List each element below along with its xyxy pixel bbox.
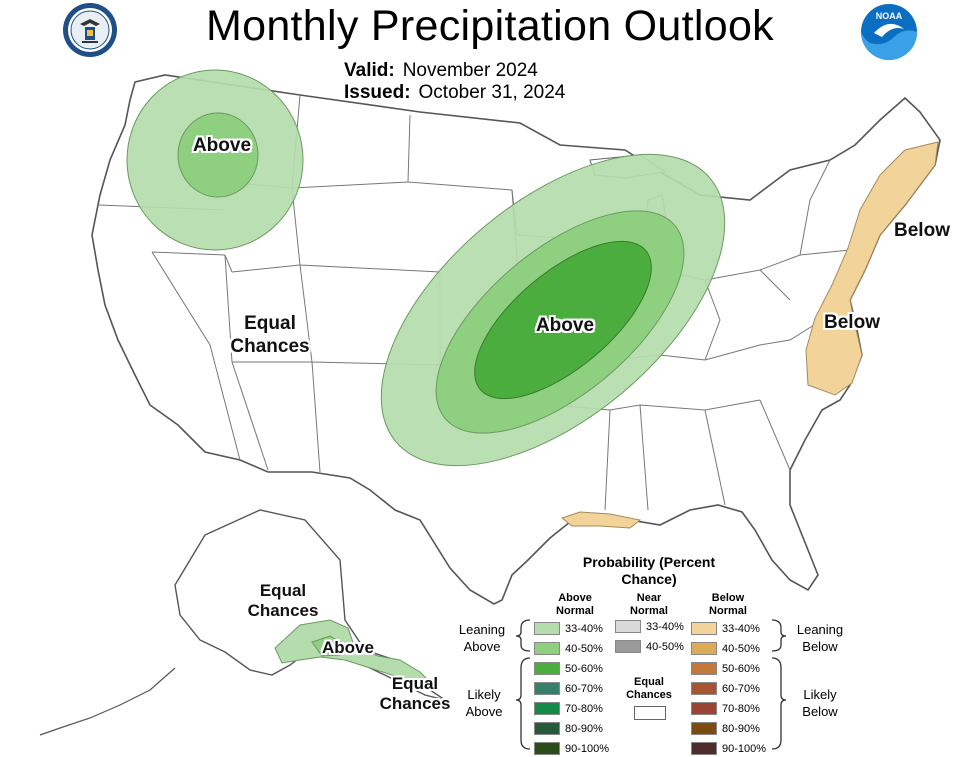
- legend-col-near: Near Normal: [630, 592, 668, 617]
- legend-above-swatch: [534, 702, 560, 715]
- legend-equal-swatch: [634, 706, 666, 720]
- label-central-above: Above: [535, 315, 595, 336]
- legend-near-swatch: [615, 640, 641, 653]
- legend-above-item: 33-40%: [534, 621, 603, 636]
- noaa-logo-icon: NOAA: [861, 4, 917, 60]
- legend-col-below: Below Normal: [709, 592, 747, 617]
- valid-value: November 2024: [402, 60, 538, 81]
- issued-line: Issued: October 31, 2024: [344, 82, 565, 104]
- legend-above-swatch: [534, 722, 560, 735]
- legend-title: Probability (Percent Chance): [582, 554, 716, 587]
- legend-below-label: 33-40%: [722, 622, 760, 635]
- legend-leaning-below: Leaning Below: [796, 622, 844, 654]
- legend-below-item: 60-70%: [691, 681, 760, 696]
- legend-below-item: 50-60%: [691, 661, 760, 676]
- legend-leaning-above: Leaning Above: [458, 622, 506, 654]
- legend-below-item: 70-80%: [691, 701, 760, 716]
- svg-text:NOAA: NOAA: [876, 11, 903, 21]
- label-alaska-equal-chances: Equal Chances: [247, 581, 319, 620]
- legend-above-label: 50-60%: [565, 662, 603, 675]
- legend-below-label: 90-100%: [722, 742, 767, 755]
- label-alaska-above: Above: [322, 638, 374, 657]
- nw-above-40-50: [177, 112, 259, 198]
- label-alaska-east-equal-chances: Equal Chances: [379, 674, 451, 713]
- legend-equal-chances: Equal Chances: [626, 676, 672, 701]
- legend-above-label: 70-80%: [565, 702, 603, 715]
- gulf-below-33-40: [560, 511, 642, 529]
- commerce-seal-icon: [63, 3, 117, 57]
- issued-value: October 31, 2024: [418, 82, 566, 103]
- legend-above-item: 90-100%: [534, 741, 609, 756]
- legend-above-item: 80-90%: [534, 721, 603, 736]
- legend-above-label: 80-90%: [565, 722, 603, 735]
- legend-above-item: 50-60%: [534, 661, 603, 676]
- legend-above-label: 33-40%: [565, 622, 603, 635]
- legend-below-item: 33-40%: [691, 621, 760, 636]
- legend-above-item: 60-70%: [534, 681, 603, 696]
- legend-below-item: 80-90%: [691, 721, 760, 736]
- legend-likely-above: Likely Above: [465, 687, 503, 719]
- valid-line: Valid: November 2024: [344, 60, 538, 82]
- central-above-50-60: [474, 240, 652, 400]
- aleutian-islands: [39, 667, 176, 736]
- label-west-equal-chances: Equal Chances: [230, 313, 310, 357]
- legend-below-swatch: [691, 662, 717, 675]
- legend-below-label: 50-60%: [722, 662, 760, 675]
- legend-above-swatch: [534, 662, 560, 675]
- legend-above-swatch: [534, 742, 560, 755]
- legend-near-item: 33-40%: [615, 619, 684, 634]
- legend-near-swatch: [615, 620, 641, 633]
- page-title: Monthly Precipitation Outlook: [206, 2, 774, 50]
- legend-below-swatch: [691, 742, 717, 755]
- legend-above-label: 60-70%: [565, 682, 603, 695]
- northeast-below-33-40: [805, 141, 939, 396]
- alaska-above-40-50: [311, 635, 346, 657]
- legend-near-label: 33-40%: [646, 620, 684, 633]
- legend-below-swatch: [691, 702, 717, 715]
- label-nw-above: Above: [192, 135, 252, 156]
- legend-below-label: 80-90%: [722, 722, 760, 735]
- legend-near-item: 40-50%: [615, 639, 684, 654]
- legend-below-label: 40-50%: [722, 642, 760, 655]
- legend-col-above: Above Normal: [556, 592, 594, 617]
- label-northeast-below: Below: [894, 220, 950, 241]
- legend-below-swatch: [691, 682, 717, 695]
- legend-above-label: 40-50%: [565, 642, 603, 655]
- legend-below-label: 70-80%: [722, 702, 760, 715]
- alaska-above-33-40: [274, 619, 440, 691]
- legend-above-swatch: [534, 622, 560, 635]
- legend-likely-below: Likely Below: [802, 687, 838, 719]
- legend-below-swatch: [691, 622, 717, 635]
- legend-above-item: 70-80%: [534, 701, 603, 716]
- legend-above-swatch: [534, 682, 560, 695]
- legend-below-item: 40-50%: [691, 641, 760, 656]
- legend-below-label: 60-70%: [722, 682, 760, 695]
- legend-above-swatch: [534, 642, 560, 655]
- valid-label: Valid:: [344, 60, 395, 81]
- legend-near-label: 40-50%: [646, 640, 684, 653]
- legend-below-item: 90-100%: [691, 741, 766, 756]
- label-midatlantic-below: Below: [824, 312, 880, 333]
- issued-label: Issued:: [344, 82, 411, 103]
- legend-above-label: 90-100%: [565, 742, 610, 755]
- legend-below-swatch: [691, 642, 717, 655]
- legend-below-swatch: [691, 722, 717, 735]
- legend-above-item: 40-50%: [534, 641, 603, 656]
